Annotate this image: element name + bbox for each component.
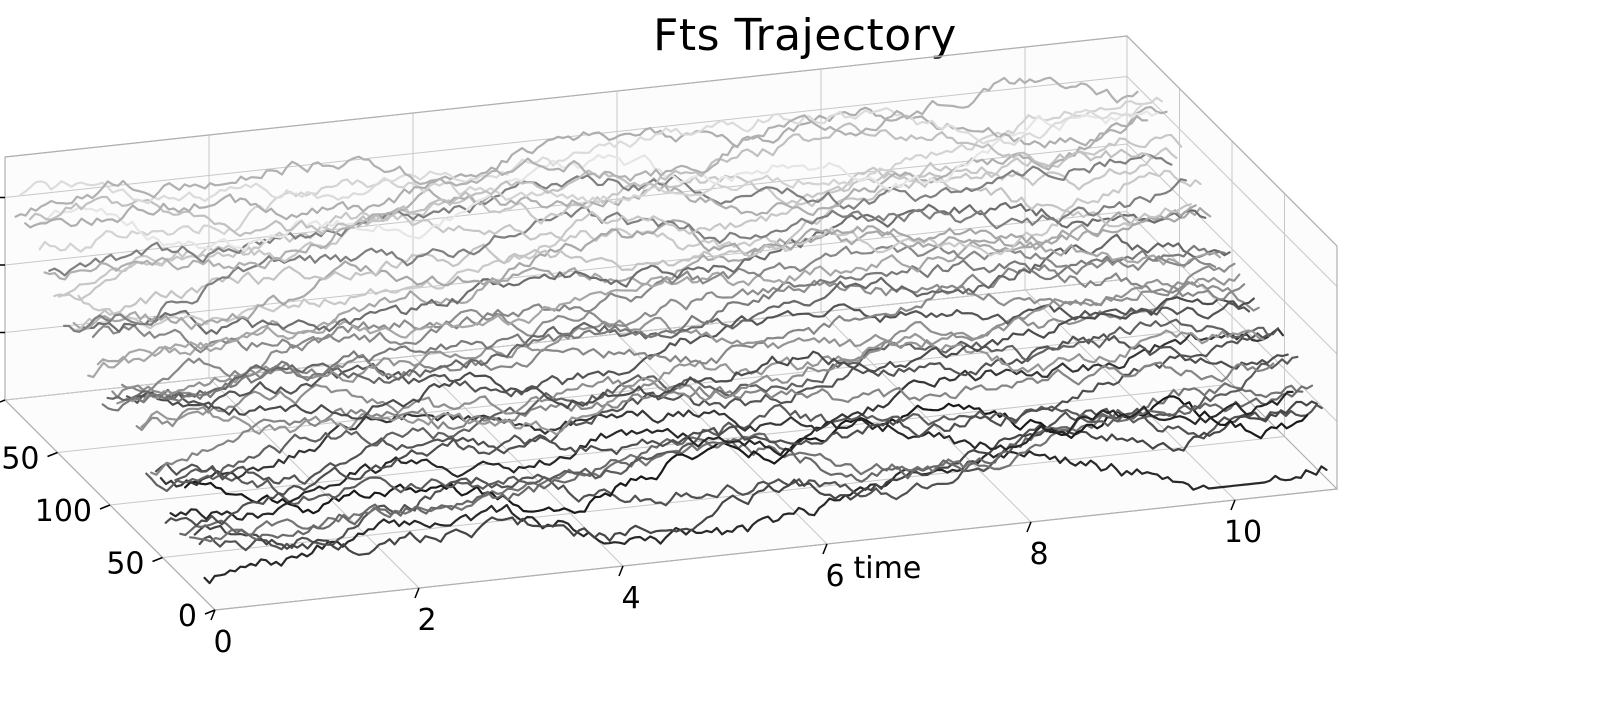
x-tick-label: 2	[417, 603, 436, 638]
x-tick-label: 4	[621, 581, 640, 616]
x-tick-label: 8	[1029, 537, 1048, 572]
x-axis-label: time	[854, 551, 922, 586]
x-tick-label: 0	[213, 625, 232, 660]
y-tick-label: 100	[35, 494, 92, 529]
x-tick-label: 10	[1224, 515, 1262, 550]
chart-container: Fts Trajectory 0246810time05010015020050…	[0, 0, 1610, 712]
y-tick-label: 0	[178, 599, 197, 634]
y-tick-label: 50	[106, 547, 144, 582]
chart-3d-svg: 0246810time05010015020050100150	[0, 0, 1610, 712]
x-tick-label: 6	[825, 559, 844, 594]
y-tick-label: 150	[0, 442, 40, 477]
